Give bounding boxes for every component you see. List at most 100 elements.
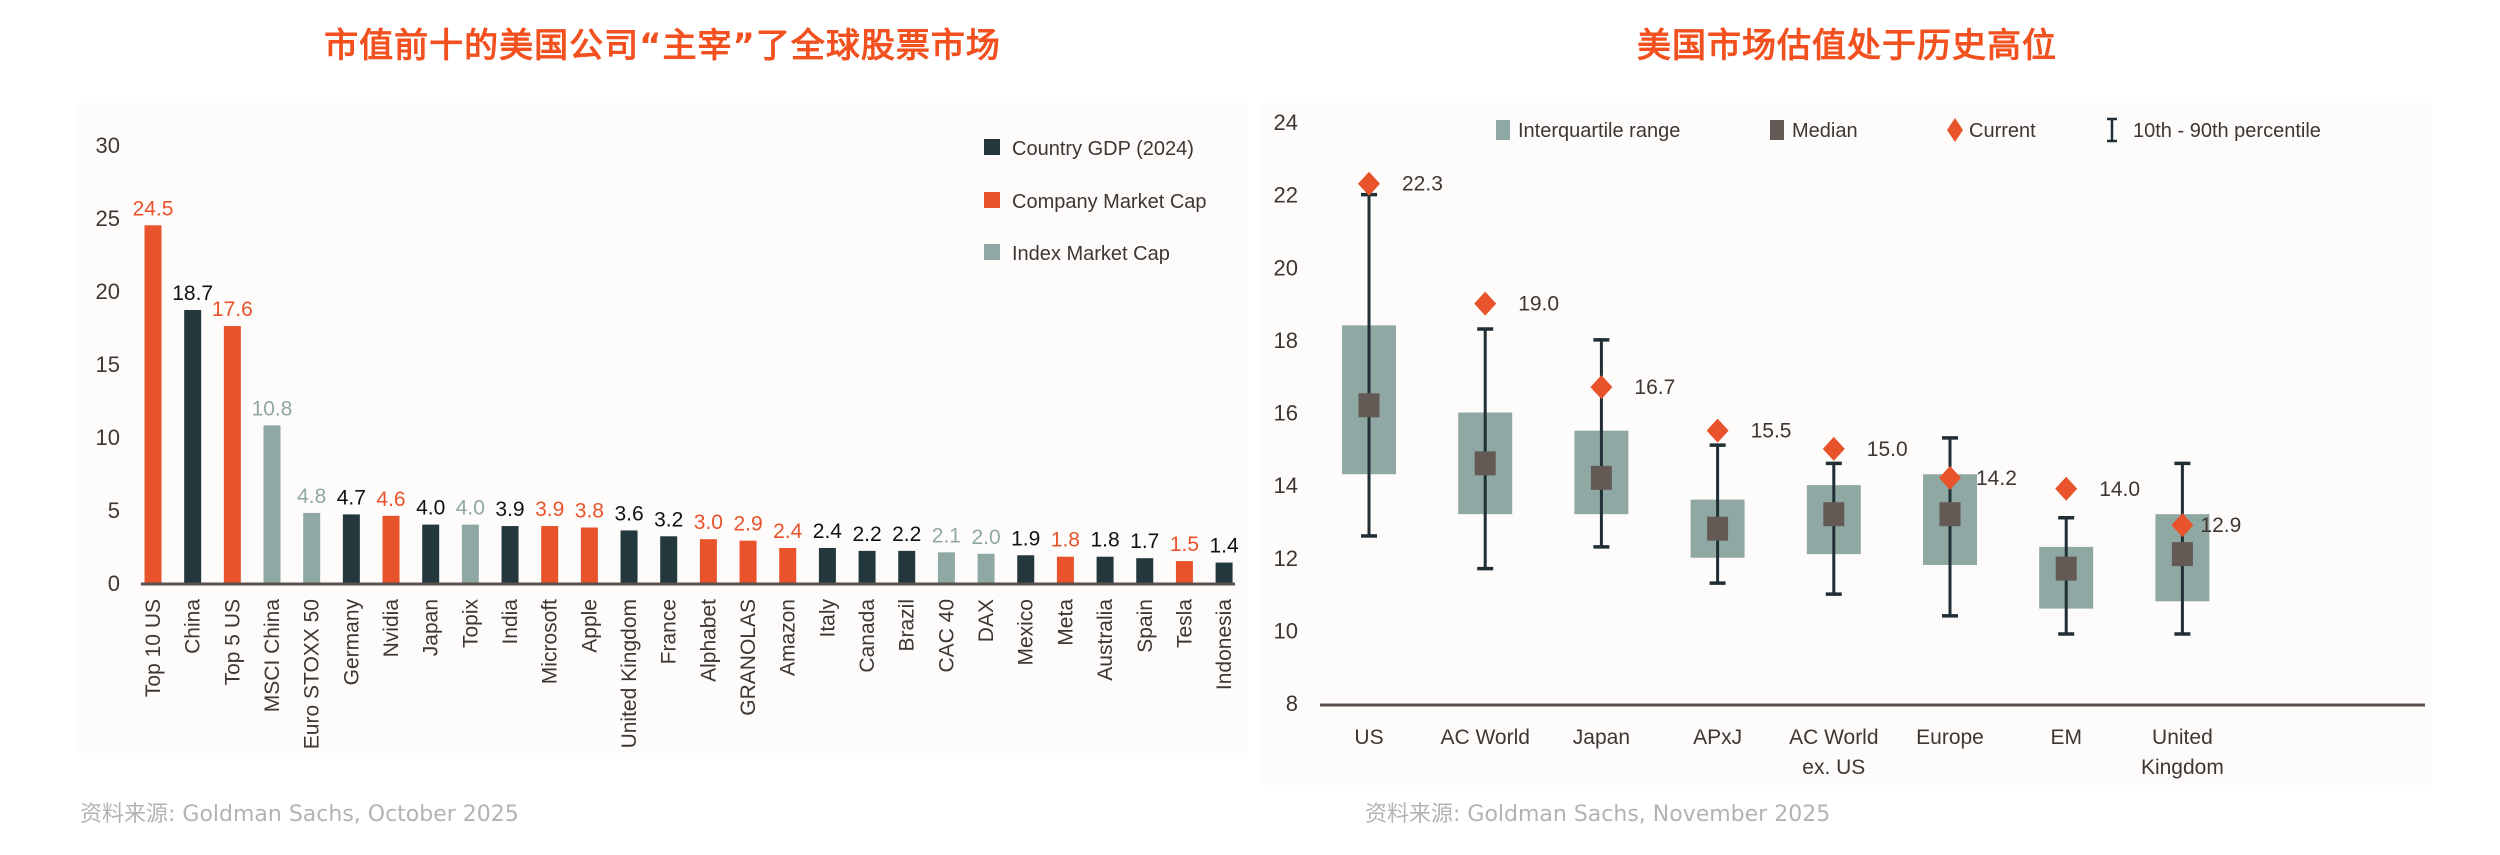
current-value-label: 16.7 — [1634, 376, 1675, 399]
bar — [461, 524, 479, 583]
market-cap-bar-chart: 0 5 10 15 20 25 30 24.5 Top 10 US 18.7 China 17.6 To… — [96, 133, 1239, 749]
left-chart-title: 市值前十的美国公司“主宰”了全球股票市场 — [324, 26, 1001, 66]
bar — [342, 514, 360, 583]
bar-value-label: 3.2 — [654, 508, 683, 531]
x-tick-label: Apple — [578, 599, 601, 653]
bar-value-label: 18.7 — [172, 282, 213, 305]
bar — [1017, 555, 1035, 583]
legend-label: Median — [1792, 120, 1858, 142]
y-tick-label: 30 — [96, 133, 120, 158]
bar — [501, 526, 519, 583]
y-tick-label: 20 — [1274, 255, 1298, 280]
left-chart-source: 资料来源: Goldman Sachs, October 2025 — [80, 802, 519, 827]
y-tick-label: 20 — [96, 279, 120, 304]
legend-label: Country GDP (2024) — [1012, 138, 1194, 160]
bar-value-label: 2.1 — [932, 524, 961, 547]
legend-label: Index Market Cap — [1012, 243, 1170, 265]
bar-value-label: 1.5 — [1170, 533, 1199, 556]
x-tick-label: Europe — [1916, 726, 1984, 749]
x-tick-label: Mexico — [1015, 599, 1038, 666]
x-tick-label: Italy — [816, 599, 839, 638]
bar-value-label: 2.4 — [813, 520, 843, 543]
bar-value-label: 4.8 — [297, 485, 326, 508]
current-diamond — [2171, 513, 2194, 538]
y-tick-label: 15 — [96, 352, 120, 377]
median-marker — [1590, 465, 1612, 490]
bar — [541, 526, 559, 583]
x-tick-label: China — [182, 599, 205, 654]
bar-value-label: 17.6 — [212, 298, 253, 321]
bar-value-label: 2.0 — [971, 526, 1000, 549]
bar-value-label: 2.4 — [773, 520, 803, 543]
x-tick-label: Tesla — [1173, 599, 1196, 648]
x-tick-label: APxJ — [1693, 726, 1742, 749]
bar-value-label: 3.0 — [694, 511, 723, 534]
bar-value-label: 4.7 — [337, 486, 366, 509]
x-tick-label: Topix — [459, 599, 482, 649]
current-value-label: 14.0 — [2099, 478, 2140, 501]
bar-value-label: 2.9 — [733, 513, 762, 536]
y-tick-label: 12 — [1274, 546, 1298, 571]
x-tick-label: US — [1354, 726, 1383, 749]
bar-value-label: 1.9 — [1011, 527, 1040, 550]
bar — [858, 550, 876, 583]
current-diamond — [1822, 436, 1845, 461]
bar — [263, 425, 281, 583]
x-tick-label: Top 10 US — [142, 599, 165, 697]
bar-value-label: 3.9 — [535, 498, 564, 521]
bar — [422, 524, 440, 583]
x-tick-label: France — [658, 599, 681, 664]
bar-value-label: 4.0 — [456, 497, 485, 520]
legend-swatch — [984, 244, 1000, 260]
bar-value-label: 24.5 — [133, 197, 174, 220]
x-tick-label: Microsoft — [539, 599, 562, 684]
legend-swatch-median — [1770, 120, 1784, 140]
x-tick-label: Top 5 US — [221, 599, 244, 685]
bar — [303, 512, 321, 583]
bar-value-label: 3.8 — [575, 500, 604, 523]
bar-value-label: 10.8 — [252, 397, 293, 420]
bar-value-label: 3.9 — [495, 498, 524, 521]
y-tick-label: 0 — [108, 571, 120, 596]
current-diamond — [1590, 375, 1613, 400]
x-tick-label: AC World — [1789, 726, 1878, 749]
bar — [1096, 556, 1114, 583]
bar-value-label: 2.2 — [892, 523, 921, 546]
x-tick-label: GRANOLAS — [737, 599, 760, 716]
x-tick-label: Japan — [1573, 726, 1630, 749]
x-tick-label: Kingdom — [2141, 756, 2224, 779]
x-tick-label: Indonesia — [1213, 599, 1236, 690]
legend-label: 10th - 90th percentile — [2133, 120, 2321, 142]
x-tick-label: Canada — [856, 599, 879, 673]
y-tick-label: 18 — [1274, 328, 1298, 353]
current-diamond — [1939, 465, 1961, 490]
x-tick-label: Australia — [1094, 599, 1117, 681]
x-tick-label: Meta — [1054, 599, 1077, 646]
bar — [977, 553, 995, 583]
valuation-chart-panel — [1262, 103, 2432, 785]
x-tick-label: Spain — [1134, 599, 1157, 653]
legend-swatch-current — [1947, 118, 1963, 142]
bar — [620, 530, 638, 583]
x-tick-label: EM — [2050, 726, 2082, 749]
current-value-label: 22.3 — [1402, 173, 1443, 196]
x-tick-label: Alphabet — [697, 599, 720, 682]
current-value-label: 15.0 — [1867, 438, 1908, 461]
x-tick-label: Euro STOXX 50 — [301, 599, 324, 749]
bar-value-label: 3.6 — [614, 502, 643, 525]
bar — [223, 326, 241, 583]
right-chart-title: 美国市场估值处于历史高位 — [1637, 26, 2057, 66]
legend-label: Current — [1969, 120, 2036, 142]
y-tick-label: 5 — [108, 498, 120, 523]
x-tick-label: United — [2152, 726, 2213, 749]
x-tick-label: Japan — [420, 599, 443, 656]
current-value-label: 19.0 — [1518, 293, 1559, 316]
bar-value-label: 1.8 — [1051, 529, 1080, 552]
legend-label: Company Market Cap — [1012, 191, 1207, 213]
bar — [1136, 558, 1154, 583]
current-value-label: 12.9 — [2200, 514, 2241, 537]
legend-label: Interquartile range — [1518, 120, 1680, 142]
y-tick-label: 25 — [96, 206, 120, 231]
legend-swatch — [984, 192, 1000, 208]
bar — [144, 225, 162, 584]
